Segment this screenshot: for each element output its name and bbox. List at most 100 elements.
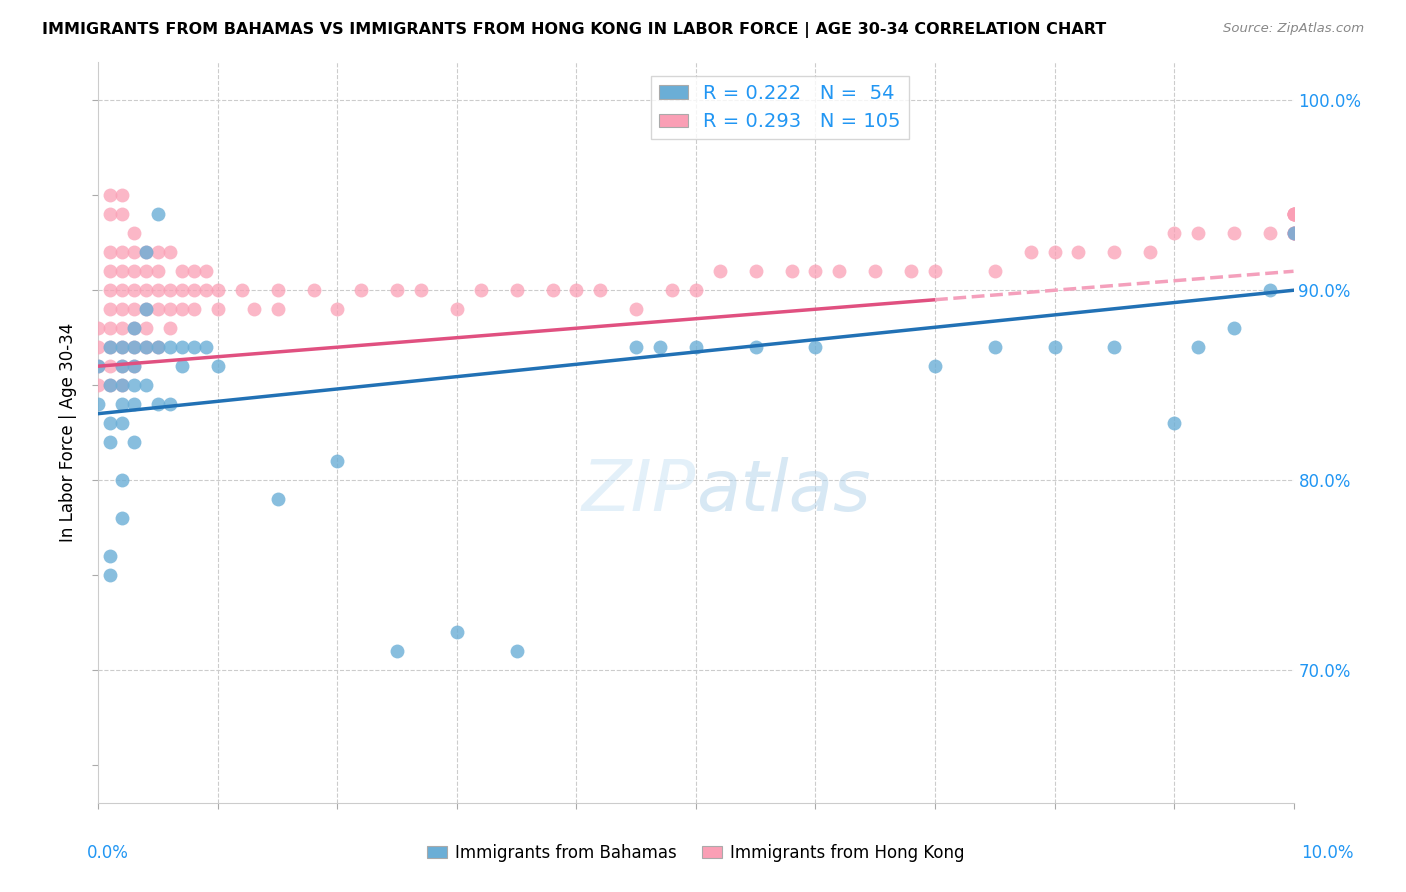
Point: [148, 340, 170, 354]
Point: [124, 359, 146, 374]
Point: [148, 397, 170, 411]
Point: [98, 340, 122, 354]
Y-axis label: In Labor Force | Age 30-34: In Labor Force | Age 30-34: [59, 323, 77, 542]
Point: [111, 359, 134, 374]
Point: [111, 188, 134, 202]
Point: [111, 264, 134, 278]
Point: [828, 264, 851, 278]
Point: [111, 473, 134, 487]
Point: [98, 568, 122, 582]
Point: [98, 245, 122, 260]
Point: [745, 340, 768, 354]
Point: [124, 264, 146, 278]
Point: [98, 188, 122, 202]
Text: 0.0%: 0.0%: [87, 844, 128, 862]
Point: [135, 302, 157, 317]
Point: [1282, 227, 1305, 241]
Point: [98, 283, 122, 297]
Point: [111, 340, 134, 354]
Point: [626, 340, 648, 354]
Point: [135, 340, 157, 354]
Point: [111, 378, 134, 392]
Point: [780, 264, 803, 278]
Point: [111, 511, 134, 525]
Point: [124, 245, 146, 260]
Point: [326, 454, 349, 468]
Point: [135, 340, 157, 354]
Point: [1282, 207, 1305, 221]
Point: [87, 359, 110, 374]
Text: ZIP: ZIP: [582, 458, 696, 526]
Point: [124, 378, 146, 392]
Point: [804, 264, 827, 278]
Point: [98, 321, 122, 335]
Point: [135, 321, 157, 335]
Point: [1282, 227, 1305, 241]
Point: [1282, 227, 1305, 241]
Point: [804, 340, 827, 354]
Point: [1019, 245, 1042, 260]
Point: [124, 321, 146, 335]
Point: [148, 207, 170, 221]
Point: [183, 264, 205, 278]
Point: [745, 264, 768, 278]
Point: [446, 624, 468, 639]
Point: [1223, 321, 1246, 335]
Point: [470, 283, 492, 297]
Point: [1258, 283, 1281, 297]
Point: [172, 302, 194, 317]
Text: IMMIGRANTS FROM BAHAMAS VS IMMIGRANTS FROM HONG KONG IN LABOR FORCE | AGE 30-34 : IMMIGRANTS FROM BAHAMAS VS IMMIGRANTS FR…: [42, 22, 1107, 38]
Point: [207, 359, 229, 374]
Point: [111, 207, 134, 221]
Point: [111, 397, 134, 411]
Point: [98, 359, 122, 374]
Point: [924, 359, 946, 374]
Point: [506, 283, 529, 297]
Point: [1139, 245, 1161, 260]
Point: [231, 283, 253, 297]
Point: [124, 302, 146, 317]
Point: [195, 340, 218, 354]
Point: [111, 340, 134, 354]
Point: [98, 416, 122, 430]
Point: [135, 302, 157, 317]
Point: [685, 340, 707, 354]
Point: [172, 264, 194, 278]
Point: [1163, 227, 1185, 241]
Point: [87, 321, 110, 335]
Point: [984, 264, 1007, 278]
Point: [172, 359, 194, 374]
Point: [111, 245, 134, 260]
Point: [148, 264, 170, 278]
Point: [506, 644, 529, 658]
Point: [111, 378, 134, 392]
Point: [685, 283, 707, 297]
Point: [1282, 207, 1305, 221]
Point: [565, 283, 588, 297]
Point: [98, 207, 122, 221]
Point: [159, 283, 181, 297]
Point: [1163, 416, 1185, 430]
Point: [98, 435, 122, 450]
Point: [111, 321, 134, 335]
Point: [709, 264, 731, 278]
Point: [661, 283, 683, 297]
Point: [350, 283, 373, 297]
Point: [124, 397, 146, 411]
Point: [98, 340, 122, 354]
Point: [124, 340, 146, 354]
Point: [195, 283, 218, 297]
Point: [135, 283, 157, 297]
Point: [124, 435, 146, 450]
Point: [124, 283, 146, 297]
Point: [865, 264, 887, 278]
Point: [195, 264, 218, 278]
Point: [1282, 227, 1305, 241]
Text: Source: ZipAtlas.com: Source: ZipAtlas.com: [1223, 22, 1364, 36]
Point: [148, 245, 170, 260]
Point: [385, 644, 409, 658]
Point: [183, 302, 205, 317]
Point: [159, 302, 181, 317]
Point: [135, 245, 157, 260]
Point: [159, 397, 181, 411]
